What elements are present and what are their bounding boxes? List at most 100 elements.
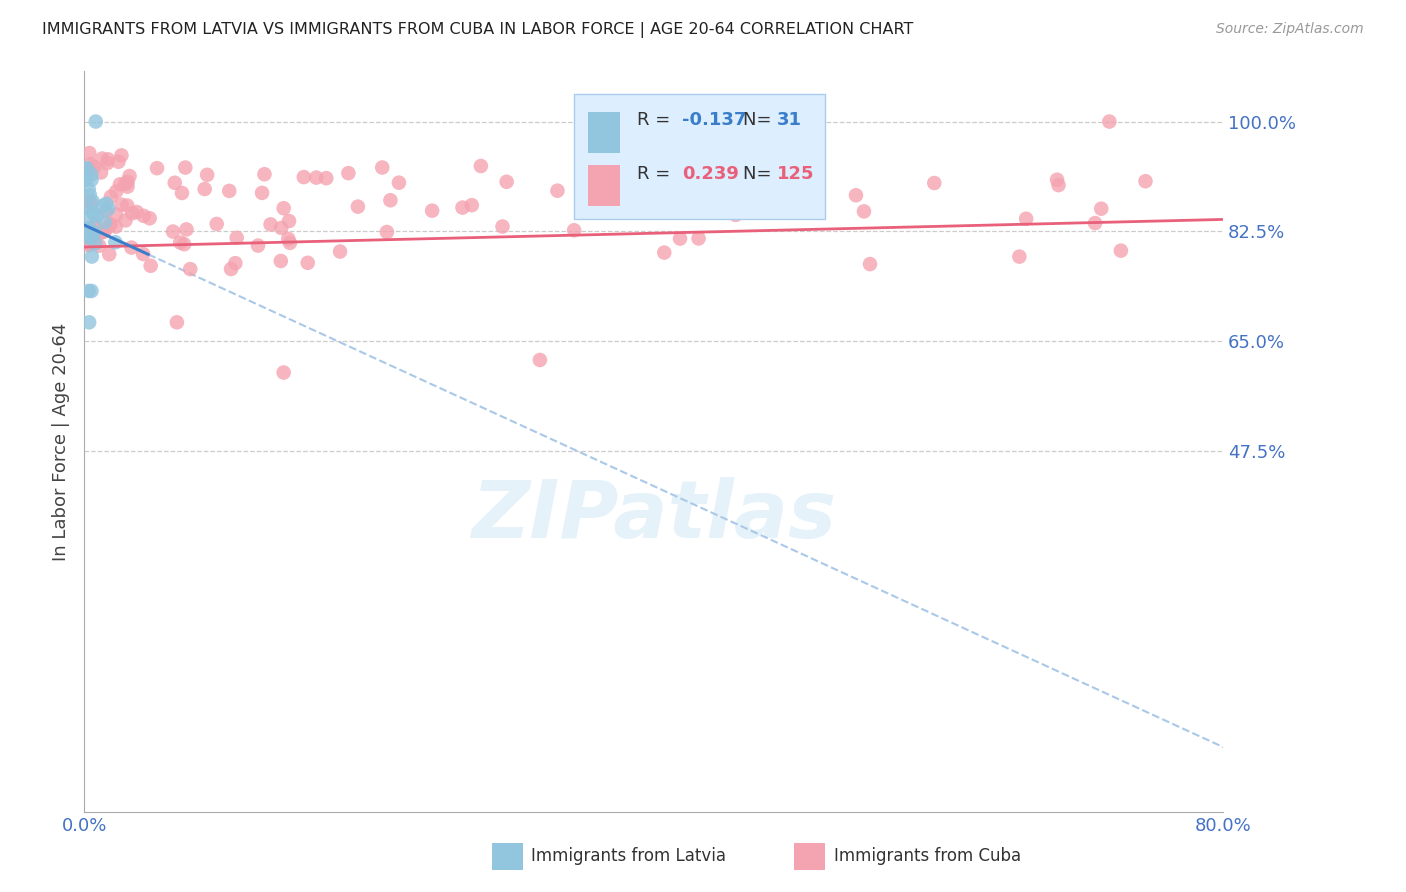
Point [97,153,120,167]
Point [195,168,218,182]
Point [80,196,103,211]
Point [845,188,868,202]
Y-axis label: In Labor Force | Age 20-64: In Labor Force | Age 20-64 [52,322,70,561]
Text: N=: N= [742,164,778,183]
Point [80,284,103,298]
Point [375,225,398,239]
Point [731,203,754,218]
Point [96,196,118,211]
Text: 125: 125 [776,164,814,183]
Point [1135,174,1157,188]
Point [225,231,247,245]
Point [76,194,98,209]
Point [83,225,105,239]
Point [169,235,191,250]
Point [688,231,710,245]
Point [84,218,107,232]
Point [219,262,242,277]
Point [146,161,169,176]
Point [278,214,301,228]
Text: Immigrants from Latvia: Immigrants from Latvia [531,847,727,865]
Point [80,230,103,244]
Point [1090,202,1112,216]
Point [1015,211,1038,226]
Text: R =: R = [637,164,676,183]
Point [77,227,100,241]
Point [247,238,270,252]
Point [724,208,747,222]
Point [75,162,97,177]
Point [772,171,794,186]
Point [176,222,198,236]
Point [179,262,201,277]
Point [87,239,110,253]
Point [218,184,240,198]
Point [86,209,108,223]
Point [166,315,188,329]
Point [104,235,127,250]
Point [97,202,120,216]
Point [77,238,100,252]
Point [90,165,112,179]
Point [132,209,155,223]
Text: IMMIGRANTS FROM LATVIA VS IMMIGRANTS FROM CUBA IN LABOR FORCE | AGE 20-64 CORREL: IMMIGRANTS FROM LATVIA VS IMMIGRANTS FRO… [42,22,914,38]
Point [77,228,100,243]
Point [371,161,394,175]
Point [852,204,875,219]
Point [79,211,101,225]
Point [253,167,276,181]
Point [98,247,121,261]
Point [451,201,474,215]
Text: -0.137: -0.137 [682,112,747,129]
Text: Immigrants from Cuba: Immigrants from Cuba [834,847,1021,865]
Point [79,157,101,171]
Point [93,225,115,239]
Point [297,256,319,270]
Point [100,217,122,231]
Point [1008,250,1031,264]
Bar [588,112,620,153]
Point [79,161,101,175]
Point [79,225,101,239]
Point [329,244,352,259]
Point [94,204,117,219]
Point [420,203,443,218]
Point [1046,172,1069,186]
Point [194,182,217,196]
Point [305,170,328,185]
Text: R =: R = [637,112,676,129]
Point [702,194,724,208]
Point [104,219,127,234]
Point [75,161,97,175]
Point [641,173,664,187]
Point [98,219,121,233]
Point [1109,244,1132,258]
Point [637,203,659,218]
Point [117,179,139,194]
Point [105,185,128,199]
Point [77,221,100,235]
Point [94,223,117,237]
Point [270,254,292,268]
Point [83,219,105,234]
Point [700,181,723,195]
Point [96,156,118,170]
Point [105,208,128,222]
Point [259,218,281,232]
Bar [588,165,620,206]
Point [637,172,659,186]
Text: Source: ZipAtlas.com: Source: ZipAtlas.com [1216,22,1364,37]
Point [80,168,103,182]
Point [270,220,292,235]
Point [139,259,162,273]
Point [922,176,945,190]
Point [562,223,585,237]
Point [380,194,402,208]
Text: N=: N= [742,112,778,129]
Point [110,197,132,211]
Point [91,199,114,213]
Point [250,186,273,200]
Point [495,175,517,189]
Point [75,173,97,187]
Point [278,235,301,250]
